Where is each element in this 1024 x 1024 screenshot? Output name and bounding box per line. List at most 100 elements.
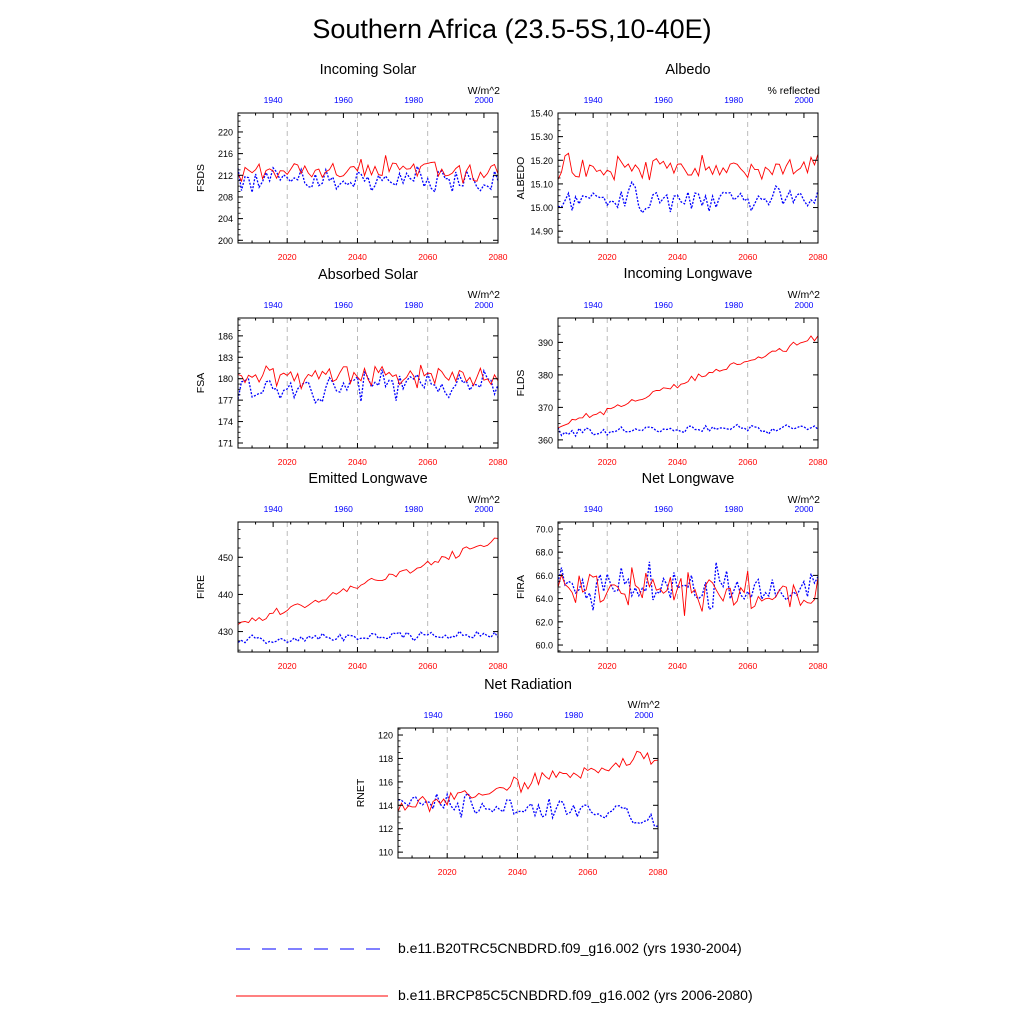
x-tick-label-top: 1980 — [724, 504, 743, 514]
x-tick-label-bottom: 2020 — [598, 661, 617, 671]
series-line-historical — [237, 164, 499, 194]
x-tick-label-top: 1940 — [264, 95, 283, 105]
x-tick-label-top: 1980 — [404, 504, 423, 514]
x-tick-label-bottom: 2020 — [278, 252, 297, 262]
x-tick-label-bottom: 2080 — [809, 661, 828, 671]
x-tick-label-top: 1960 — [654, 95, 673, 105]
legend-label-historical: b.e11.B20TRC5CNBDRD.f09_g16.002 (yrs 193… — [398, 940, 742, 956]
x-tick-label-bottom: 2020 — [438, 867, 457, 877]
x-tick-label-bottom: 2080 — [649, 867, 668, 877]
x-tick-label-bottom: 2040 — [668, 457, 687, 467]
series-line-future — [557, 567, 819, 616]
x-tick-label-top: 1960 — [334, 300, 353, 310]
y-tick-label: 15.40 — [530, 109, 553, 119]
y-tick-label: 390 — [538, 338, 553, 348]
panel-title-incoming-longwave: Incoming Longwave — [623, 266, 753, 282]
x-tick-label-bottom: 2060 — [418, 457, 437, 467]
x-tick-label-bottom: 2020 — [278, 457, 297, 467]
x-tick-label-bottom: 2080 — [489, 252, 508, 262]
x-tick-label-top: 2000 — [794, 300, 813, 310]
y-tick-label: 114 — [379, 801, 393, 811]
panel-title-absorbed-solar: Absorbed Solar — [318, 267, 418, 283]
y-tick-label: 174 — [218, 417, 233, 427]
panel-title-net-longwave: Net Longwave — [641, 471, 735, 487]
x-tick-label-bottom: 2060 — [738, 252, 757, 262]
y-axis-label: FSA — [195, 373, 207, 393]
y-axis-label: FIRA — [515, 575, 527, 599]
y-tick-label: 62.0 — [535, 617, 553, 627]
units-label-albedo: % reflected — [767, 85, 820, 97]
y-tick-label: 208 — [218, 192, 233, 202]
y-tick-label: 60.0 — [535, 641, 553, 651]
x-tick-label-bottom: 2020 — [598, 252, 617, 262]
y-tick-label: 110 — [379, 848, 393, 858]
series-line-future — [397, 750, 659, 813]
y-tick-label: 15.10 — [530, 179, 553, 189]
y-tick-label: 370 — [538, 403, 553, 413]
x-tick-label-bottom: 2080 — [809, 252, 828, 262]
panel-title-albedo: Albedo — [665, 62, 711, 78]
units-label-net-longwave: W/m^2 — [787, 494, 820, 506]
y-tick-label: 380 — [538, 370, 553, 380]
y-tick-label: 204 — [218, 214, 233, 224]
y-tick-label: 177 — [218, 396, 233, 406]
units-label-net-radiation: W/m^2 — [627, 699, 660, 711]
x-tick-label-top: 1980 — [404, 95, 423, 105]
x-tick-label-bottom: 2040 — [348, 252, 367, 262]
x-tick-label-bottom: 2060 — [418, 661, 437, 671]
x-tick-label-top: 1960 — [334, 504, 353, 514]
x-tick-label-bottom: 2080 — [489, 457, 508, 467]
x-tick-label-top: 2000 — [794, 95, 813, 105]
x-tick-label-top: 1940 — [584, 300, 603, 310]
units-label-absorbed-solar: W/m^2 — [467, 289, 500, 301]
y-tick-label: 220 — [218, 127, 233, 137]
series-line-future — [237, 364, 499, 391]
y-tick-label: 14.90 — [530, 227, 553, 237]
x-tick-label-bottom: 2040 — [348, 661, 367, 671]
x-tick-label-bottom: 2060 — [578, 867, 597, 877]
series-line-future — [237, 155, 499, 184]
x-tick-label-top: 2000 — [474, 504, 493, 514]
legend-label-future: b.e11.BRCP85C5CNBDRD.f09_g16.002 (yrs 20… — [398, 987, 753, 1003]
y-tick-label: 120 — [378, 731, 393, 741]
panel-title-incoming-solar: Incoming Solar — [319, 62, 417, 78]
series-line-historical — [237, 630, 499, 645]
plot-frame — [237, 521, 499, 653]
x-tick-label-bottom: 2060 — [418, 252, 437, 262]
y-axis-label: FSDS — [195, 164, 207, 192]
units-label-incoming-longwave: W/m^2 — [787, 289, 820, 301]
series-line-historical — [557, 423, 819, 438]
series-line-future — [237, 537, 499, 625]
series-line-historical — [557, 561, 819, 611]
y-tick-label: 216 — [218, 149, 233, 159]
x-tick-label-top: 1960 — [334, 95, 353, 105]
y-tick-label: 200 — [218, 236, 233, 246]
x-tick-label-bottom: 2060 — [738, 457, 757, 467]
y-tick-label: 360 — [538, 435, 553, 445]
y-tick-label: 15.20 — [530, 156, 553, 166]
x-tick-label-top: 2000 — [634, 710, 653, 720]
x-tick-label-bottom: 2040 — [668, 661, 687, 671]
x-tick-label-top: 2000 — [474, 95, 493, 105]
y-tick-label: 70.0 — [535, 524, 553, 534]
x-tick-label-top: 2000 — [794, 504, 813, 514]
x-tick-label-bottom: 2080 — [489, 661, 508, 671]
y-tick-label: 440 — [218, 590, 233, 600]
x-tick-label-top: 1940 — [264, 300, 283, 310]
y-tick-label: 180 — [218, 374, 233, 384]
series-line-historical — [557, 180, 819, 214]
plot-frame — [237, 112, 499, 244]
series-line-historical — [397, 791, 659, 828]
main-title: Southern Africa (23.5-5S,10-40E) — [312, 14, 712, 44]
y-tick-label: 450 — [218, 553, 233, 563]
y-tick-label: 15.00 — [530, 203, 553, 213]
x-tick-label-bottom: 2080 — [809, 457, 828, 467]
y-tick-label: 212 — [218, 171, 233, 181]
